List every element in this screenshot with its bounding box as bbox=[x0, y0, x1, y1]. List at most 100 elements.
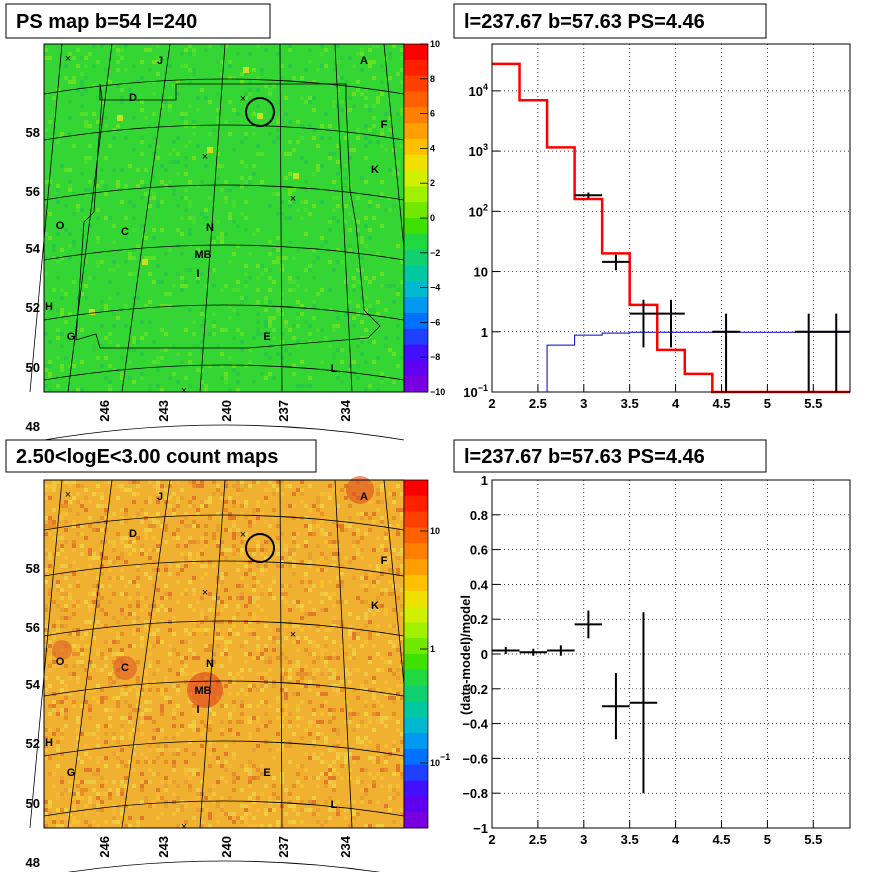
heatmap-cell bbox=[364, 316, 368, 320]
heatmap-cell bbox=[88, 608, 92, 612]
lon-line bbox=[121, 43, 171, 393]
heatmap-cell bbox=[300, 808, 304, 812]
heatmap-cell bbox=[364, 624, 368, 628]
heatmap-cell bbox=[304, 728, 308, 732]
colorbar-cell bbox=[404, 265, 428, 282]
heatmap-cell bbox=[108, 388, 112, 392]
heatmap-cell bbox=[300, 336, 304, 340]
heatmap-cell bbox=[44, 336, 48, 340]
heatmap-cell bbox=[244, 500, 248, 504]
heatmap-cell bbox=[184, 760, 188, 764]
heatmap-cell bbox=[384, 536, 388, 540]
heatmap-cell bbox=[104, 820, 108, 824]
heatmap-cell bbox=[76, 204, 80, 208]
heatmap-cell bbox=[60, 792, 64, 796]
heatmap-cell bbox=[244, 620, 248, 624]
heatmap-cell bbox=[148, 700, 152, 704]
heatmap-cell bbox=[392, 380, 396, 384]
heatmap-cell bbox=[248, 372, 252, 376]
heatmap-cell bbox=[348, 560, 352, 564]
x-tick-label: 2 bbox=[488, 396, 495, 411]
heatmap-cell bbox=[140, 336, 144, 340]
heatmap-cell bbox=[372, 60, 376, 64]
heatmap-cell bbox=[368, 756, 372, 760]
heatmap-cell bbox=[200, 808, 204, 812]
heatmap-cell bbox=[152, 280, 156, 284]
heatmap-cell bbox=[104, 724, 108, 728]
heatmap-cell bbox=[296, 640, 300, 644]
colorbar-cell bbox=[404, 233, 428, 251]
lat-tick-label: 54 bbox=[26, 241, 41, 256]
heatmap-cell bbox=[332, 356, 336, 360]
heatmap-cell bbox=[196, 552, 200, 556]
heatmap-cell bbox=[304, 540, 308, 544]
heatmap-cell bbox=[44, 744, 48, 748]
heatmap-cell bbox=[188, 788, 192, 792]
heatmap-cell bbox=[152, 136, 156, 140]
heatmap-cell bbox=[312, 672, 316, 676]
heatmap-cell bbox=[104, 756, 108, 760]
heatmap-cell bbox=[120, 568, 124, 572]
heatmap-cell bbox=[400, 820, 404, 824]
heatmap-cell bbox=[124, 716, 128, 720]
heatmap-cell bbox=[192, 768, 196, 772]
heatmap-cell bbox=[260, 764, 264, 768]
heatmap-cell bbox=[320, 368, 324, 372]
heatmap-cell bbox=[128, 816, 132, 820]
residual-point bbox=[547, 645, 575, 656]
lat-tick-label: 58 bbox=[26, 125, 40, 140]
heatmap-cell bbox=[228, 116, 232, 120]
heatmap-cell bbox=[208, 332, 212, 336]
heatmap-cell bbox=[92, 348, 96, 352]
heatmap-cell bbox=[124, 508, 128, 512]
heatmap-cell bbox=[296, 120, 300, 124]
heatmap-cell bbox=[196, 628, 200, 632]
heatmap-cell bbox=[100, 700, 104, 704]
heatmap-cell bbox=[60, 752, 64, 756]
heatmap-cell bbox=[240, 576, 244, 580]
heatmap-cell bbox=[144, 536, 148, 540]
heatmap-cell bbox=[200, 596, 204, 600]
heatmap-cell bbox=[128, 804, 132, 808]
heatmap-cell bbox=[144, 672, 148, 676]
heatmap-cell bbox=[164, 608, 168, 612]
heatmap-cell bbox=[144, 532, 148, 536]
heatmap-cell bbox=[244, 720, 248, 724]
heatmap-cell bbox=[320, 824, 324, 828]
heatmap-cell bbox=[152, 548, 156, 552]
heatmap-cell bbox=[120, 540, 124, 544]
heatmap-cell bbox=[52, 344, 56, 348]
heatmap-cell bbox=[312, 108, 316, 112]
heatmap-cell bbox=[128, 720, 132, 724]
heatmap-cell bbox=[64, 504, 68, 508]
heatmap-cell bbox=[248, 520, 252, 524]
heatmap-cell bbox=[192, 220, 196, 224]
heatmap-cell bbox=[392, 204, 396, 208]
heatmap-cell bbox=[324, 656, 328, 660]
heatmap-cell bbox=[244, 820, 248, 824]
heatmap-cell bbox=[236, 232, 240, 236]
heatmap-cell bbox=[308, 652, 312, 656]
heatmap-cell bbox=[336, 348, 340, 352]
source-label-mb: MB bbox=[194, 249, 211, 261]
heatmap-cell bbox=[100, 344, 104, 348]
heatmap-cell bbox=[308, 580, 312, 584]
heatmap-cell bbox=[68, 336, 72, 340]
heatmap-cell bbox=[72, 672, 76, 676]
heatmap-cell bbox=[256, 720, 260, 724]
heatmap-cell bbox=[128, 612, 132, 616]
heatmap-cell bbox=[256, 276, 260, 280]
heatmap-cell bbox=[400, 636, 404, 640]
heatmap-cell bbox=[300, 616, 304, 620]
heatmap-cell bbox=[48, 552, 52, 556]
heatmap-cell bbox=[52, 820, 56, 824]
heatmap-cell bbox=[92, 492, 96, 496]
heatmap-cell bbox=[116, 636, 120, 640]
heatmap-cell bbox=[280, 724, 284, 728]
heatmap-cell bbox=[64, 592, 68, 596]
heatmap-cell bbox=[204, 252, 208, 256]
heatmap-cell bbox=[244, 812, 248, 816]
heatmap-cell bbox=[196, 524, 200, 528]
heatmap-cell bbox=[176, 748, 180, 752]
heatmap-cell bbox=[340, 752, 344, 756]
